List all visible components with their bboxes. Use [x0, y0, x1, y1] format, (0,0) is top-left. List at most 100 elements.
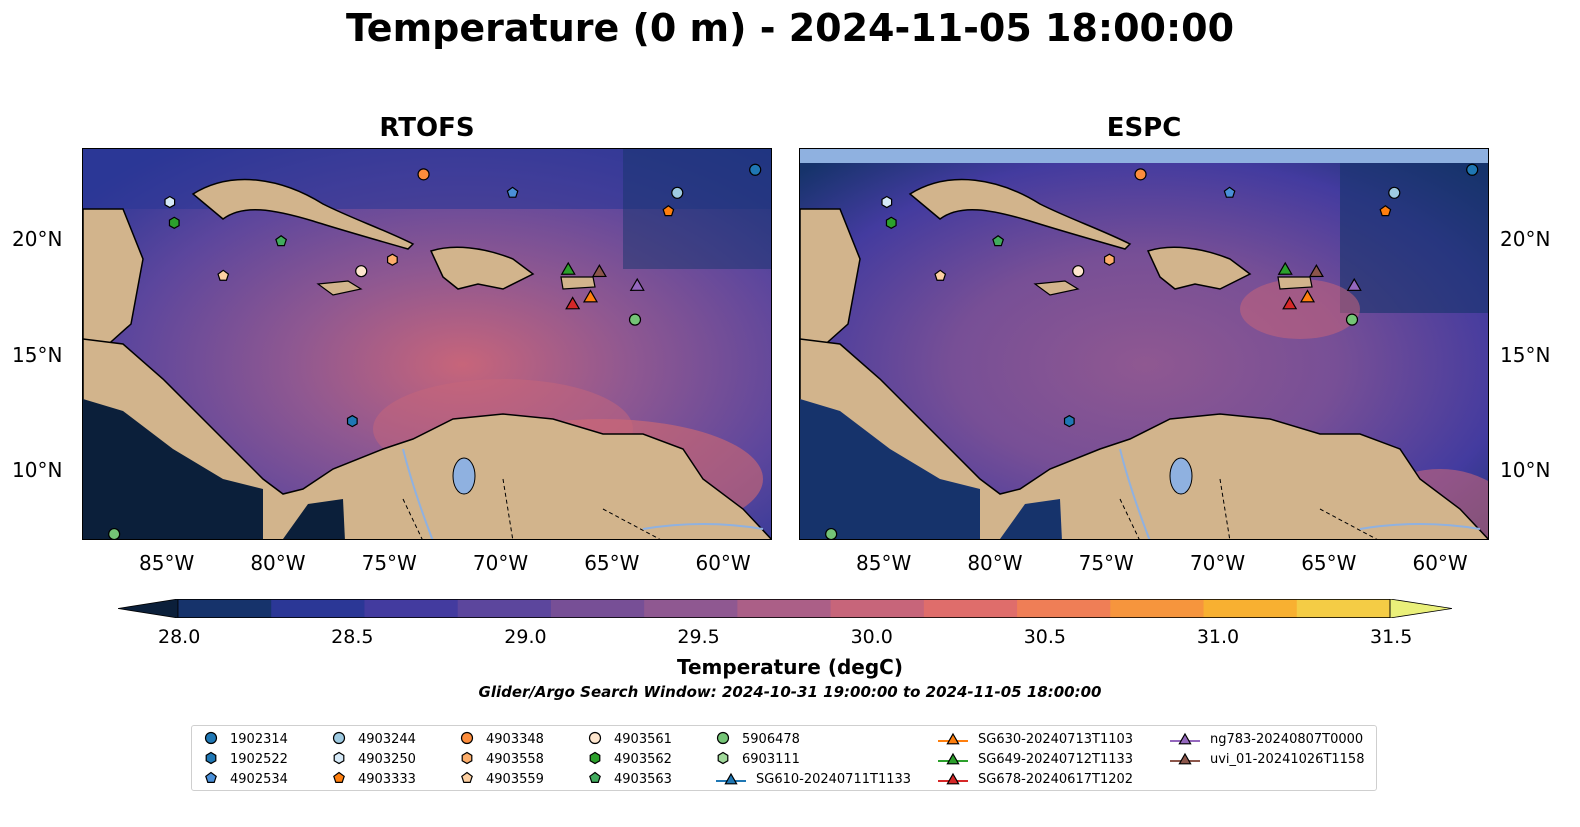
colorbar-cell	[830, 599, 925, 618]
legend-entry: 1902314	[204, 731, 288, 747]
circle-marker-icon	[460, 731, 474, 745]
colorbar-label: Temperature (degC)	[677, 655, 903, 679]
observation-marker-1902522	[1063, 414, 1075, 428]
colorbar-tick-label: 30.0	[850, 626, 893, 648]
observation-marker-uvi_01-20241026T1158	[1308, 264, 1324, 278]
observation-marker-SG678-20240617T1202	[565, 296, 581, 310]
observation-marker-1902314	[749, 163, 762, 176]
observation-marker-ng783-20240807T0000	[1346, 277, 1362, 291]
observation-marker-4903348	[1134, 168, 1147, 181]
legend-label: 4903559	[486, 771, 544, 787]
observation-marker-4903559	[934, 269, 947, 281]
legend-label: 4903563	[614, 771, 672, 787]
observation-marker-4903559	[217, 269, 230, 281]
circle-marker-icon	[588, 731, 602, 745]
legend-label: SG610-20240711T1133	[756, 771, 912, 787]
lon-tick-label: 85°W	[139, 551, 195, 575]
lon-tick-label: 80°W	[967, 551, 1023, 575]
observation-marker-4903558	[1103, 253, 1115, 266]
observation-marker-4903562	[885, 216, 897, 229]
lat-tick-label-right: 10°N	[1500, 457, 1551, 482]
lon-tick-label: 70°W	[1189, 551, 1246, 575]
triangle-marker-icon	[1170, 732, 1200, 745]
colorbar-cell	[923, 599, 1018, 618]
observation-marker-4903562	[168, 216, 180, 229]
lat-tick-label-left: 20°N	[12, 227, 63, 252]
observation-marker-uvi_01-20241026T1158	[591, 264, 607, 278]
legend-label: 6903111	[742, 751, 800, 767]
lon-tick-label: 85°W	[856, 551, 912, 575]
legend-entry: 4903562	[588, 751, 672, 767]
observation-marker-4903561	[355, 265, 368, 278]
pentagon-marker-icon	[461, 771, 473, 783]
colorbar-tick-label: 31.5	[1370, 626, 1413, 648]
observation-marker-4903244	[1388, 186, 1401, 199]
triangle-marker-icon	[716, 772, 746, 785]
legend-entry: SG649-20240712T1133	[938, 751, 1133, 767]
legend-label: 4903250	[358, 751, 416, 767]
legend-entry: 4903563	[588, 771, 672, 787]
observation-marker-4903333	[1379, 205, 1392, 217]
colorbar	[118, 599, 1452, 618]
lon-tick-label: 60°W	[1412, 551, 1468, 575]
lon-tick-label: 60°W	[695, 551, 751, 575]
lon-tick-label: 70°W	[472, 551, 529, 575]
colorbar-cell	[1110, 599, 1205, 618]
legend-entry: 4903244	[332, 731, 416, 747]
legend-label: 4903562	[614, 751, 672, 767]
legend-label: 4902534	[230, 771, 288, 787]
pentagon-marker-icon	[333, 771, 345, 783]
legend-entry: SG678-20240617T1202	[938, 771, 1133, 787]
hexagon-marker-icon	[589, 751, 601, 765]
lat-tick-label-right: 15°N	[1500, 342, 1551, 367]
legend-label: 5906478	[742, 731, 800, 747]
observation-marker-4903561	[1072, 265, 1085, 278]
colorbar-tick-label: 28.0	[158, 626, 201, 648]
colorbar-cell	[1203, 599, 1298, 618]
espc-observation-markers	[825, 163, 1479, 539]
observation-marker-4903333	[662, 205, 675, 217]
colorbar-cell	[737, 599, 832, 618]
legend-entry: 4903333	[332, 771, 416, 787]
colorbar-tick-label: 31.0	[1196, 626, 1240, 648]
legend: 1902314 1902522 4902534 4903244 4903250 49033…	[191, 725, 1377, 791]
lon-tick-label: 80°W	[250, 551, 306, 575]
legend-label: SG630-20240713T1103	[978, 731, 1134, 747]
colorbar-tick-label: 29.0	[504, 626, 547, 648]
colorbar-tick-label: 29.5	[677, 626, 720, 648]
rtofs-observation-markers	[108, 163, 762, 539]
legend-entry: 4903250	[332, 751, 416, 767]
triangle-marker-icon	[1170, 752, 1200, 765]
lat-tick-label-right: 20°N	[1500, 227, 1551, 252]
pentagon-marker-icon	[205, 771, 217, 783]
legend-entry: SG630-20240713T1103	[938, 731, 1133, 747]
observation-marker-5906478	[628, 313, 642, 326]
observation-marker-1902522	[346, 414, 358, 428]
triangle-marker-icon	[938, 772, 968, 785]
legend-entry: 6903111	[716, 751, 800, 767]
pentagon-marker-icon	[589, 771, 601, 783]
observation-marker-ng783-20240807T0000	[629, 277, 645, 291]
espc-panel-title: ESPC	[1106, 113, 1182, 143]
observation-marker-4903558	[386, 253, 398, 266]
legend-label: 4903561	[614, 731, 672, 747]
rtofs-map	[82, 148, 772, 540]
triangle-marker-icon	[938, 732, 968, 745]
observation-marker-4902534	[506, 186, 519, 198]
observation-marker-SG630-20240713T1103	[582, 289, 599, 303]
observation-marker-5906478	[1345, 313, 1359, 326]
colorbar-cell	[644, 599, 738, 618]
search-window: Glider/Argo Search Window: 2024-10-31 19…	[478, 683, 1102, 701]
colorbar-cell	[457, 599, 552, 618]
lon-tick-label: 65°W	[584, 551, 640, 575]
legend-label: SG649-20240712T1133	[978, 751, 1134, 767]
legend-entry: 1902522	[204, 751, 288, 767]
observation-marker-4902534	[1223, 186, 1236, 198]
legend-entry: SG610-20240711T1133	[716, 771, 911, 787]
observation-marker-SG649-20240712T1133	[560, 261, 576, 275]
colorbar-cell	[271, 599, 365, 618]
legend-entry: uvi_01-20241026T1158	[1170, 751, 1364, 767]
legend-label: SG678-20240617T1202	[978, 771, 1134, 787]
observation-marker-1902314	[1466, 163, 1479, 176]
colorbar-tick-label: 28.5	[331, 626, 374, 648]
